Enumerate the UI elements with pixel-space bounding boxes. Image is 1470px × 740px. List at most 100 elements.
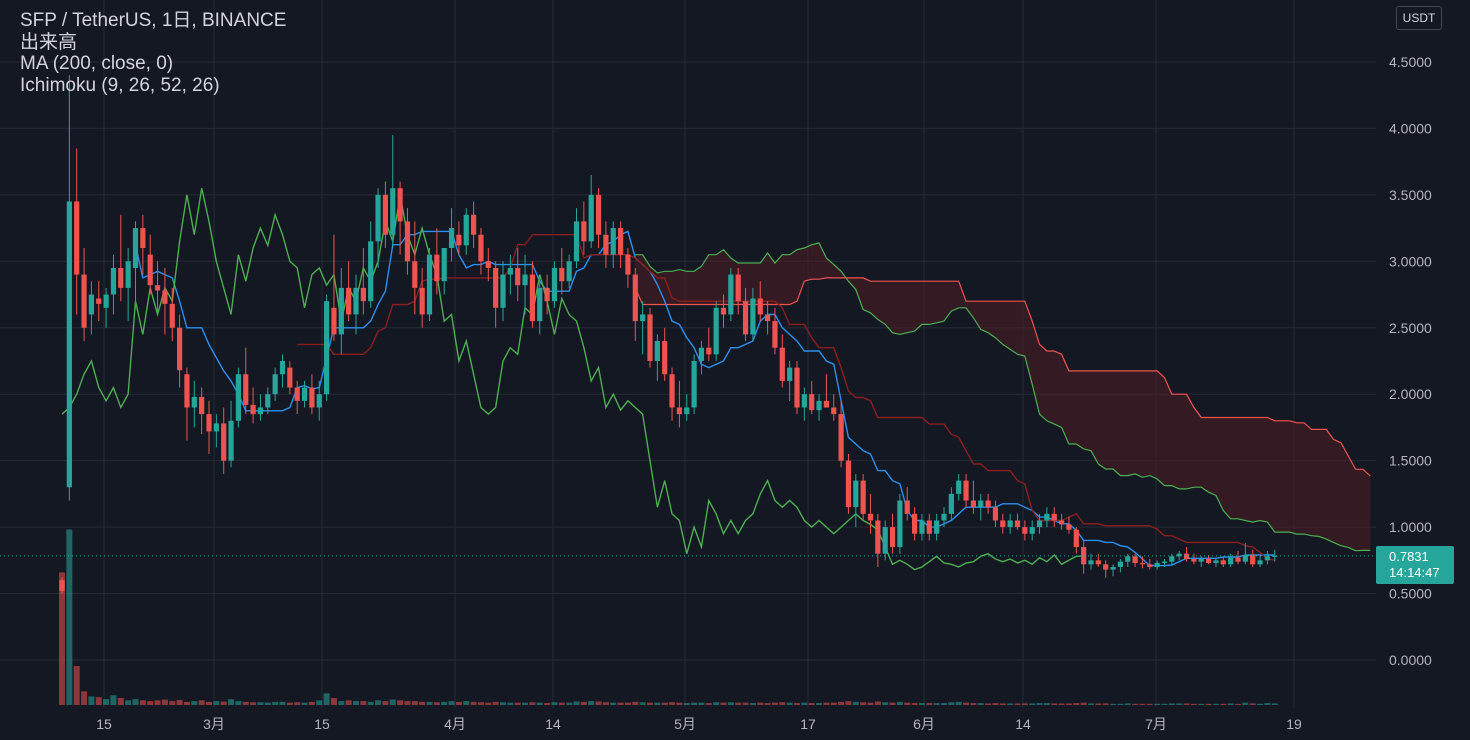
candle [595, 188, 602, 249]
candle [713, 301, 719, 361]
volume-bar [808, 703, 815, 705]
candle-body [838, 414, 844, 461]
volume-bar [191, 701, 198, 705]
candle [816, 394, 822, 421]
candle-body [1110, 566, 1116, 570]
volume-bar [771, 702, 778, 705]
candle [676, 380, 682, 428]
candle-body [1000, 520, 1006, 528]
candle [324, 294, 330, 401]
volume-bar [286, 702, 293, 705]
candle-body [1103, 564, 1109, 570]
candle-body [875, 520, 881, 554]
candle [199, 387, 205, 435]
volume-indicator-label[interactable]: 出来高 [20, 31, 78, 53]
candle-body [956, 480, 962, 494]
candle-body [787, 367, 793, 381]
candle [1073, 527, 1079, 554]
time-tick-label: 14 [545, 716, 561, 732]
lagging-span [61, 188, 1084, 571]
candle-body [118, 267, 124, 288]
ma-indicator-label[interactable]: MA (200, close, 0) [20, 53, 174, 74]
candle-body [132, 228, 139, 268]
candle [581, 201, 587, 255]
candle-body [573, 221, 580, 262]
volume-bar [926, 703, 933, 705]
candle [375, 188, 381, 268]
volume-bar [470, 701, 477, 705]
candle [1206, 555, 1212, 565]
volume-bar [830, 702, 837, 705]
candle [551, 261, 558, 308]
candle-body [250, 404, 256, 415]
volume-bar [213, 701, 220, 705]
candle [787, 360, 793, 401]
volume-bar [933, 703, 940, 705]
candle [257, 394, 264, 421]
candle [346, 261, 352, 322]
ichimoku-indicator-label[interactable]: Ichimoku (9, 26, 52, 26) [20, 74, 220, 96]
candle-body [1161, 561, 1168, 563]
volume-bar [353, 701, 359, 705]
volume-bar [228, 699, 235, 705]
candle [632, 267, 638, 342]
candle [698, 341, 705, 375]
volume-bar [81, 691, 88, 705]
volume-bar [382, 701, 389, 705]
candle-body [140, 228, 146, 249]
candle [838, 400, 844, 468]
volume-bar [852, 701, 859, 705]
volume-bar [1139, 703, 1146, 705]
candle-body [1147, 564, 1153, 567]
candle-body [434, 254, 440, 282]
candle [96, 281, 102, 322]
volume-bar [1021, 703, 1028, 705]
volume-bar [749, 703, 756, 705]
volume-bar [764, 703, 771, 705]
candle [897, 493, 903, 554]
candle [765, 301, 771, 335]
volume-bar [404, 701, 411, 705]
candle [992, 500, 999, 528]
symbol-title[interactable]: SFP / TetherUS, 1日, BINANCE [20, 10, 287, 31]
volume-bar [183, 701, 190, 705]
candle [544, 274, 550, 315]
candle-body [809, 394, 815, 411]
volume-bar [1205, 703, 1212, 705]
candle [1117, 558, 1123, 573]
volume-bar [117, 697, 124, 705]
candle [941, 507, 947, 528]
candle [1264, 551, 1270, 565]
candle-body [324, 301, 330, 395]
volume-bar [59, 572, 65, 705]
volume-bar [154, 700, 161, 705]
candle [426, 248, 433, 322]
candle-body [309, 387, 315, 408]
candle-body [1073, 529, 1079, 548]
candle [331, 234, 337, 342]
candle-body [360, 287, 366, 302]
candle-body [1088, 560, 1094, 565]
candle [456, 221, 462, 255]
time-axis: 15 3月 15 4月 14 5月 17 6月 14 7月 19 [96, 716, 1302, 732]
candle [772, 307, 778, 355]
candle-body [610, 228, 616, 255]
candle [228, 400, 234, 468]
volume-bar [845, 701, 852, 705]
candle-body [831, 407, 837, 415]
volume-bar [727, 702, 734, 705]
candle-body [963, 480, 969, 501]
candle [1154, 560, 1160, 570]
time-tick-label: 14 [1015, 716, 1031, 732]
volume-bar [272, 701, 279, 705]
candle-body [1242, 555, 1248, 562]
volume-bar [433, 702, 440, 705]
volume-bar [206, 701, 212, 705]
currency-button[interactable]: USDT [1396, 6, 1442, 30]
candle [243, 347, 249, 415]
volume-bar [1183, 703, 1190, 705]
volume-bar [1257, 703, 1264, 705]
candle-body [1154, 562, 1160, 567]
candle [867, 493, 874, 534]
